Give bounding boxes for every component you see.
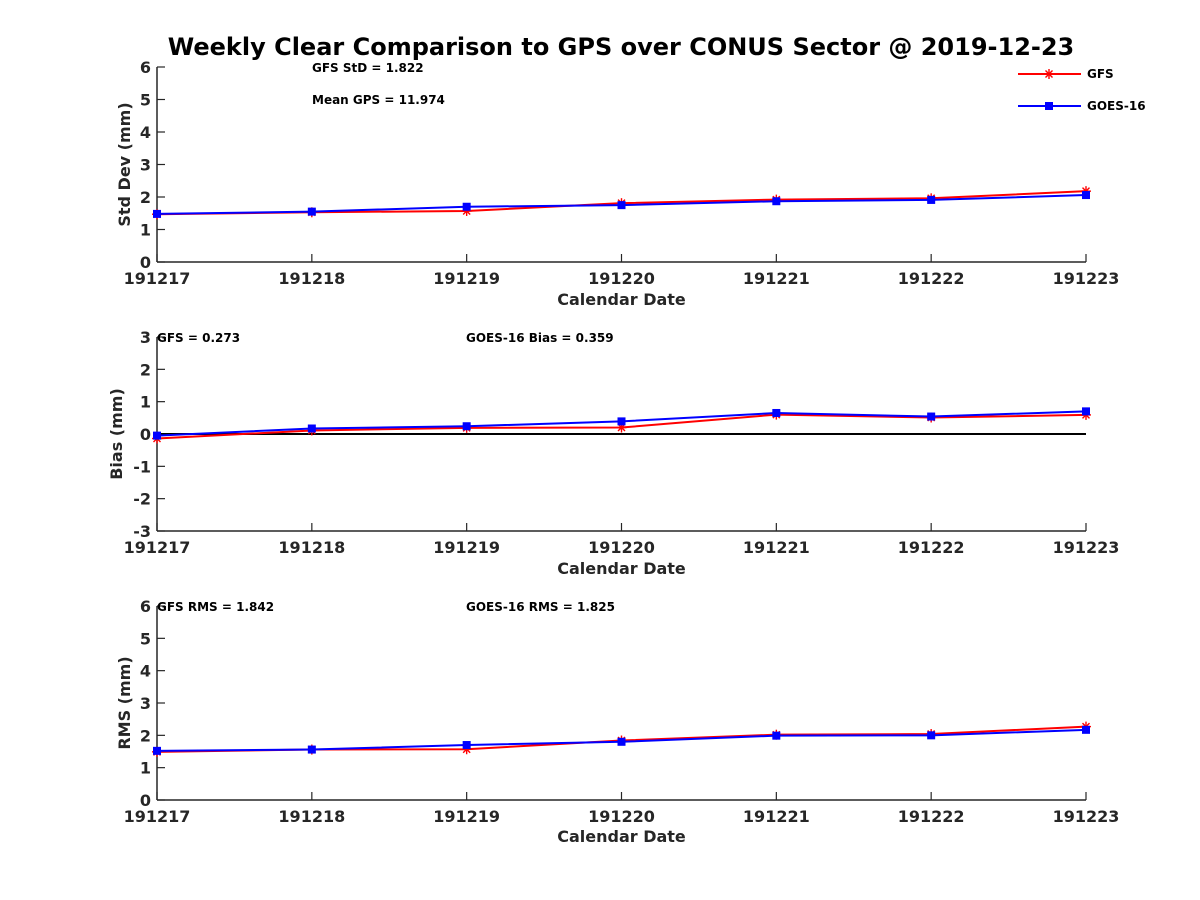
y-tick-label: 0 [140, 791, 151, 810]
y-tick-label: 3 [140, 694, 151, 713]
x-tick-label: 191217 [124, 807, 191, 826]
data-point-marker [927, 731, 936, 740]
data-point-marker [772, 408, 781, 417]
x-tick-label: 191217 [124, 269, 191, 288]
y-tick-label: 4 [140, 123, 151, 142]
annotation-text: GOES-16 RMS = 1.825 [466, 600, 615, 614]
data-point-marker [617, 737, 626, 746]
x-tick-label: 191220 [588, 807, 655, 826]
x-tick-label: 191218 [278, 807, 345, 826]
y-tick-label: 0 [140, 425, 151, 444]
x-tick-label: 191218 [278, 269, 345, 288]
legend-item-goes-16[interactable]: GOES-16 [1018, 99, 1146, 113]
y-tick-label: 3 [140, 328, 151, 347]
y-tick-label: 1 [140, 759, 151, 778]
y-tick-label: 1 [140, 221, 151, 240]
annotation-text: GFS = 0.273 [157, 331, 240, 345]
x-tick-label: 191223 [1053, 269, 1120, 288]
data-point-marker [1082, 191, 1090, 200]
legend-item-gfs[interactable]: GFS [1018, 67, 1114, 81]
data-point-marker [772, 731, 781, 740]
data-point-marker [462, 422, 471, 431]
subplot-1: 0 1 2 3 4 5 6 191217 191218 191219 191220 191221 191… [115, 58, 1119, 309]
y-tick-label: 5 [140, 629, 151, 648]
data-point-marker [307, 745, 316, 754]
y-tick-label: 4 [140, 662, 151, 681]
data-point-marker [153, 431, 161, 440]
y-tick-label: 6 [140, 597, 151, 616]
y-tick-label: 0 [140, 253, 151, 272]
data-point-marker [617, 201, 626, 210]
series-goes-16 [153, 191, 1090, 218]
y-axis-label: Std Dev (mm) [115, 102, 134, 226]
y-tick-label: 1 [140, 393, 151, 412]
y-tick-label: -3 [133, 522, 151, 541]
x-tick-label: 191219 [433, 538, 500, 557]
x-tick-label: 191223 [1053, 538, 1120, 557]
x-tick-label: 191222 [898, 269, 965, 288]
data-point-marker [462, 202, 471, 211]
x-tick-label: 191221 [743, 538, 810, 557]
y-tick-label: 2 [140, 360, 151, 379]
x-tick-label: 191223 [1053, 807, 1120, 826]
annotation-text: GOES-16 Bias = 0.359 [466, 331, 614, 345]
data-point-marker [1082, 407, 1090, 416]
y-tick-label: 2 [140, 188, 151, 207]
data-point-marker [927, 195, 936, 204]
y-tick-label: -2 [133, 490, 151, 509]
y-tick-label: 3 [140, 156, 151, 175]
annotation-text: Mean GPS = 11.974 [312, 93, 445, 107]
legend-label: GFS [1087, 67, 1114, 81]
legend-marker [1045, 102, 1053, 110]
y-tick-label: 2 [140, 726, 151, 745]
data-point-marker [772, 197, 781, 206]
subplot-2: -3 -2 -1 0 1 2 3 191217 191218 191219 191220 191221… [107, 328, 1119, 578]
data-point-marker [927, 412, 936, 421]
x-tick-label: 191222 [898, 538, 965, 557]
y-tick-label: 5 [140, 91, 151, 110]
data-point-marker [462, 741, 471, 750]
figure-title: Weekly Clear Comparison to GPS over CONU… [168, 33, 1075, 61]
x-tick-label: 191218 [278, 538, 345, 557]
legend-label: GOES-16 [1087, 99, 1146, 113]
x-tick-label: 191219 [433, 269, 500, 288]
x-tick-label: 191221 [743, 807, 810, 826]
series-goes-16 [153, 407, 1090, 440]
y-tick-label: -1 [133, 457, 151, 476]
y-axis-label: Bias (mm) [107, 388, 126, 480]
x-tick-label: 191220 [588, 538, 655, 557]
data-point-marker [617, 417, 626, 426]
x-axis-label: Calendar Date [557, 559, 686, 578]
x-tick-label: 191217 [124, 538, 191, 557]
x-axis-label: Calendar Date [557, 290, 686, 309]
data-point-marker [153, 746, 161, 755]
data-point-marker [153, 209, 161, 218]
data-point-marker [307, 424, 316, 433]
x-tick-label: 191221 [743, 269, 810, 288]
series-goes-16 [153, 725, 1090, 755]
subplot-3: 0 1 2 3 4 5 6 191217 191218 191219 191220 191221 191… [115, 597, 1119, 846]
x-tick-label: 191222 [898, 807, 965, 826]
annotation-text: GFS StD = 1.822 [312, 61, 424, 75]
y-tick-label: 6 [140, 58, 151, 77]
legend-marker [1044, 69, 1054, 79]
data-point-marker [1082, 725, 1090, 734]
annotation-text: GFS RMS = 1.842 [157, 600, 274, 614]
x-tick-label: 191219 [433, 807, 500, 826]
x-axis-label: Calendar Date [557, 827, 686, 846]
x-tick-label: 191220 [588, 269, 655, 288]
legend[interactable]: GFS GOES-16 [1018, 67, 1146, 113]
subplots: 0 1 2 3 4 5 6 191217 191218 191219 191220 191221 191… [107, 58, 1119, 846]
data-point-marker [307, 207, 316, 216]
y-axis-label: RMS (mm) [115, 656, 134, 749]
